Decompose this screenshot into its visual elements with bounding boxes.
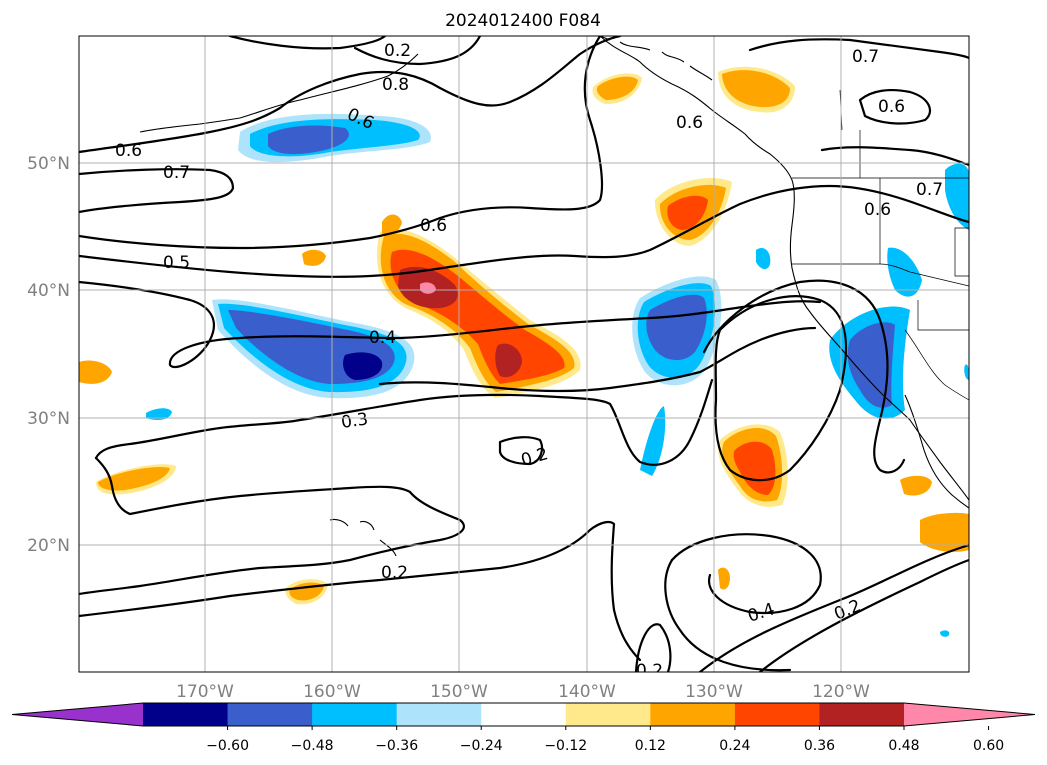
lon-label: 120°W xyxy=(812,682,870,702)
colorbar-tick-label: −0.24 xyxy=(460,738,503,754)
colorbar-segment xyxy=(481,703,567,726)
contour-label: 0.5 xyxy=(163,253,190,273)
colorbar-segment xyxy=(312,703,398,726)
colorbar-tick-label: 0.48 xyxy=(888,738,919,754)
lat-label: 50°N xyxy=(27,154,70,174)
colorbar-tick-label: −0.36 xyxy=(375,738,418,754)
contour-label: 0.2 xyxy=(636,661,663,681)
colorbar-segment xyxy=(565,703,651,726)
colorbar-tick-label: 0.36 xyxy=(804,738,835,754)
colorbar-outline xyxy=(11,702,1036,727)
contour-label: 0.7 xyxy=(852,47,879,67)
colorbar-extend-min xyxy=(12,703,143,726)
coastlines xyxy=(139,36,969,557)
lon-label: 170°W xyxy=(176,682,234,702)
lon-label: 130°W xyxy=(685,682,743,702)
lon-label: 160°W xyxy=(303,682,361,702)
contour-label: 0.2 xyxy=(381,563,408,583)
colorbar-segment xyxy=(396,703,482,726)
colorbar-tick-label: −0.12 xyxy=(544,738,587,754)
map-frame xyxy=(78,35,970,673)
contour-label: 0.8 xyxy=(382,75,409,95)
lon-label: 140°W xyxy=(558,682,616,702)
lon-label: 150°W xyxy=(430,682,488,702)
colorbar-tick-label: −0.60 xyxy=(206,738,249,754)
gridlines xyxy=(79,36,969,672)
contour-label: 0.4 xyxy=(369,328,396,348)
latitude-labels: 50°N 40°N 30°N 20°N xyxy=(27,154,70,556)
longitude-labels: 170°W 160°W 150°W 140°W 130°W 120°W xyxy=(176,682,870,702)
lat-label: 20°N xyxy=(27,536,70,556)
colorbar-extend-max xyxy=(904,703,1035,726)
colorbar-tick-label: 0.12 xyxy=(635,738,666,754)
contour-label: 0.7 xyxy=(163,163,190,183)
contour-label: 0.3 xyxy=(340,409,370,433)
colorbar: −0.60 −0.48 −0.36 −0.24 −0.12 0.12 0.24 0.36 0.4… xyxy=(11,702,1036,754)
colorbar-segment xyxy=(819,703,905,726)
contour-label: 0.6 xyxy=(864,200,891,220)
colorbar-segment xyxy=(143,703,229,726)
contour-label: 0.2 xyxy=(384,41,411,61)
colorbar-segment xyxy=(734,703,820,726)
colorbar-tick-label: −0.48 xyxy=(291,738,334,754)
contour-label: 0.6 xyxy=(676,113,703,133)
colorbar-tick-label: 0.24 xyxy=(719,738,750,754)
contour-label: 0.6 xyxy=(878,97,905,117)
contour-lines xyxy=(79,36,969,672)
contour-label: 0.6 xyxy=(420,216,447,236)
shaded-anomalies xyxy=(79,66,969,637)
map-title: 2024012400 F084 xyxy=(445,11,601,31)
lat-label: 30°N xyxy=(27,409,70,429)
colorbar-segment xyxy=(650,703,736,726)
map-panel: 0.8 0.7 0.7 0.7 0.6 0.6 0.6 0.6 0.6 0.5 … xyxy=(79,36,969,681)
colorbar-tick-label: 0.60 xyxy=(973,738,1004,754)
colorbar-segment xyxy=(227,703,313,726)
contour-label: 0.7 xyxy=(916,180,943,200)
contour-label: 0.6 xyxy=(115,141,142,161)
lat-label: 40°N xyxy=(27,281,70,301)
